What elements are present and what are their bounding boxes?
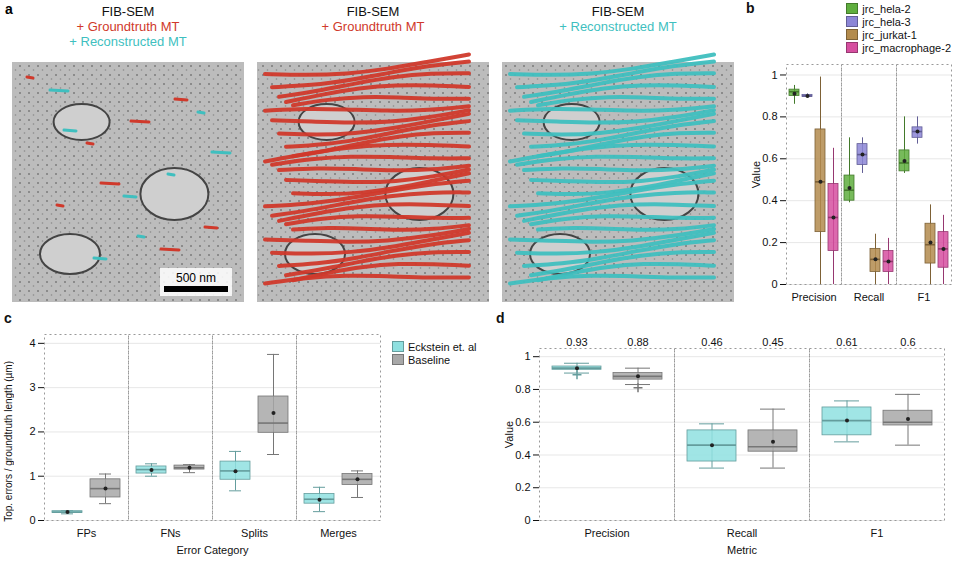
svg-text:0.2: 0.2 — [515, 481, 530, 493]
svg-text:Metric: Metric — [727, 544, 757, 556]
svg-text:0.2: 0.2 — [762, 236, 777, 248]
svg-text:0.4: 0.4 — [762, 194, 777, 206]
svg-text:+ Reconstructed MT: + Reconstructed MT — [559, 19, 676, 34]
svg-text:+ Reconstructed MT: + Reconstructed MT — [69, 34, 186, 49]
html-text:jrc_macrophage-2: jrc_macrophage-2 — [862, 41, 951, 54]
html-text:Top. errors / groundtruth leng: Top. errors / groundtruth length (µm) — [2, 360, 14, 522]
svg-text:Precision: Precision — [584, 527, 629, 539]
svg-text:Error Category: Error Category — [176, 544, 249, 556]
html-text:Baseline: Baseline — [408, 353, 451, 366]
svg-text:0.45: 0.45 — [762, 336, 783, 348]
svg-text:1: 1 — [771, 68, 777, 80]
svg-text:0.4: 0.4 — [515, 448, 530, 460]
svg-text:FNs: FNs — [160, 527, 181, 539]
html-text:Eckstein et. al: Eckstein et. al — [408, 340, 477, 353]
svg-text:Value: Value — [750, 161, 762, 188]
svg-text:4: 4 — [29, 337, 35, 349]
svg-text:1: 1 — [29, 470, 35, 482]
svg-text:0.6: 0.6 — [515, 416, 530, 428]
svg-text:FIB-SEM: FIB-SEM — [102, 4, 155, 19]
svg-text:+ Groundtruth MT: + Groundtruth MT — [77, 19, 180, 34]
html-text:c: c — [4, 310, 12, 326]
svg-text:3: 3 — [29, 381, 35, 393]
svg-text:Recall: Recall — [727, 527, 758, 539]
svg-text:Recall: Recall — [854, 291, 885, 303]
svg-text:0.8: 0.8 — [515, 383, 530, 395]
svg-text:0.6: 0.6 — [900, 336, 915, 348]
svg-text:0.93: 0.93 — [566, 336, 587, 348]
svg-text:FIB-SEM: FIB-SEM — [347, 4, 400, 19]
svg-text:F1: F1 — [918, 291, 931, 303]
svg-text:FIB-SEM: FIB-SEM — [592, 4, 645, 19]
svg-text:0.46: 0.46 — [701, 336, 722, 348]
svg-text:Merges: Merges — [320, 527, 357, 539]
html-text:jrc_jurkat-1: jrc_jurkat-1 — [862, 28, 917, 41]
svg-text:Value: Value — [503, 421, 515, 448]
svg-text:0.6: 0.6 — [762, 152, 777, 164]
svg-text:0: 0 — [524, 514, 530, 526]
svg-text:2: 2 — [29, 425, 35, 437]
html-text:jrc_hela-3: jrc_hela-3 — [862, 15, 911, 28]
svg-text:0.88: 0.88 — [627, 336, 648, 348]
html-text:b: b — [746, 0, 755, 16]
html-text:d: d — [496, 310, 505, 326]
html-text:jrc_hela-2: jrc_hela-2 — [862, 2, 911, 15]
svg-text:a: a — [5, 1, 13, 17]
svg-text:0.8: 0.8 — [762, 110, 777, 122]
svg-text:Splits: Splits — [241, 527, 268, 539]
svg-text:1: 1 — [524, 350, 530, 362]
svg-text:F1: F1 — [871, 527, 884, 539]
svg-text:FPs: FPs — [77, 527, 97, 539]
svg-text:+ Groundtruth MT: + Groundtruth MT — [322, 19, 425, 34]
svg-text:0.61: 0.61 — [836, 336, 857, 348]
svg-text:Precision: Precision — [791, 291, 836, 303]
svg-text:500 nm: 500 nm — [176, 271, 216, 285]
svg-text:0: 0 — [771, 278, 777, 290]
svg-text:0: 0 — [29, 514, 35, 526]
